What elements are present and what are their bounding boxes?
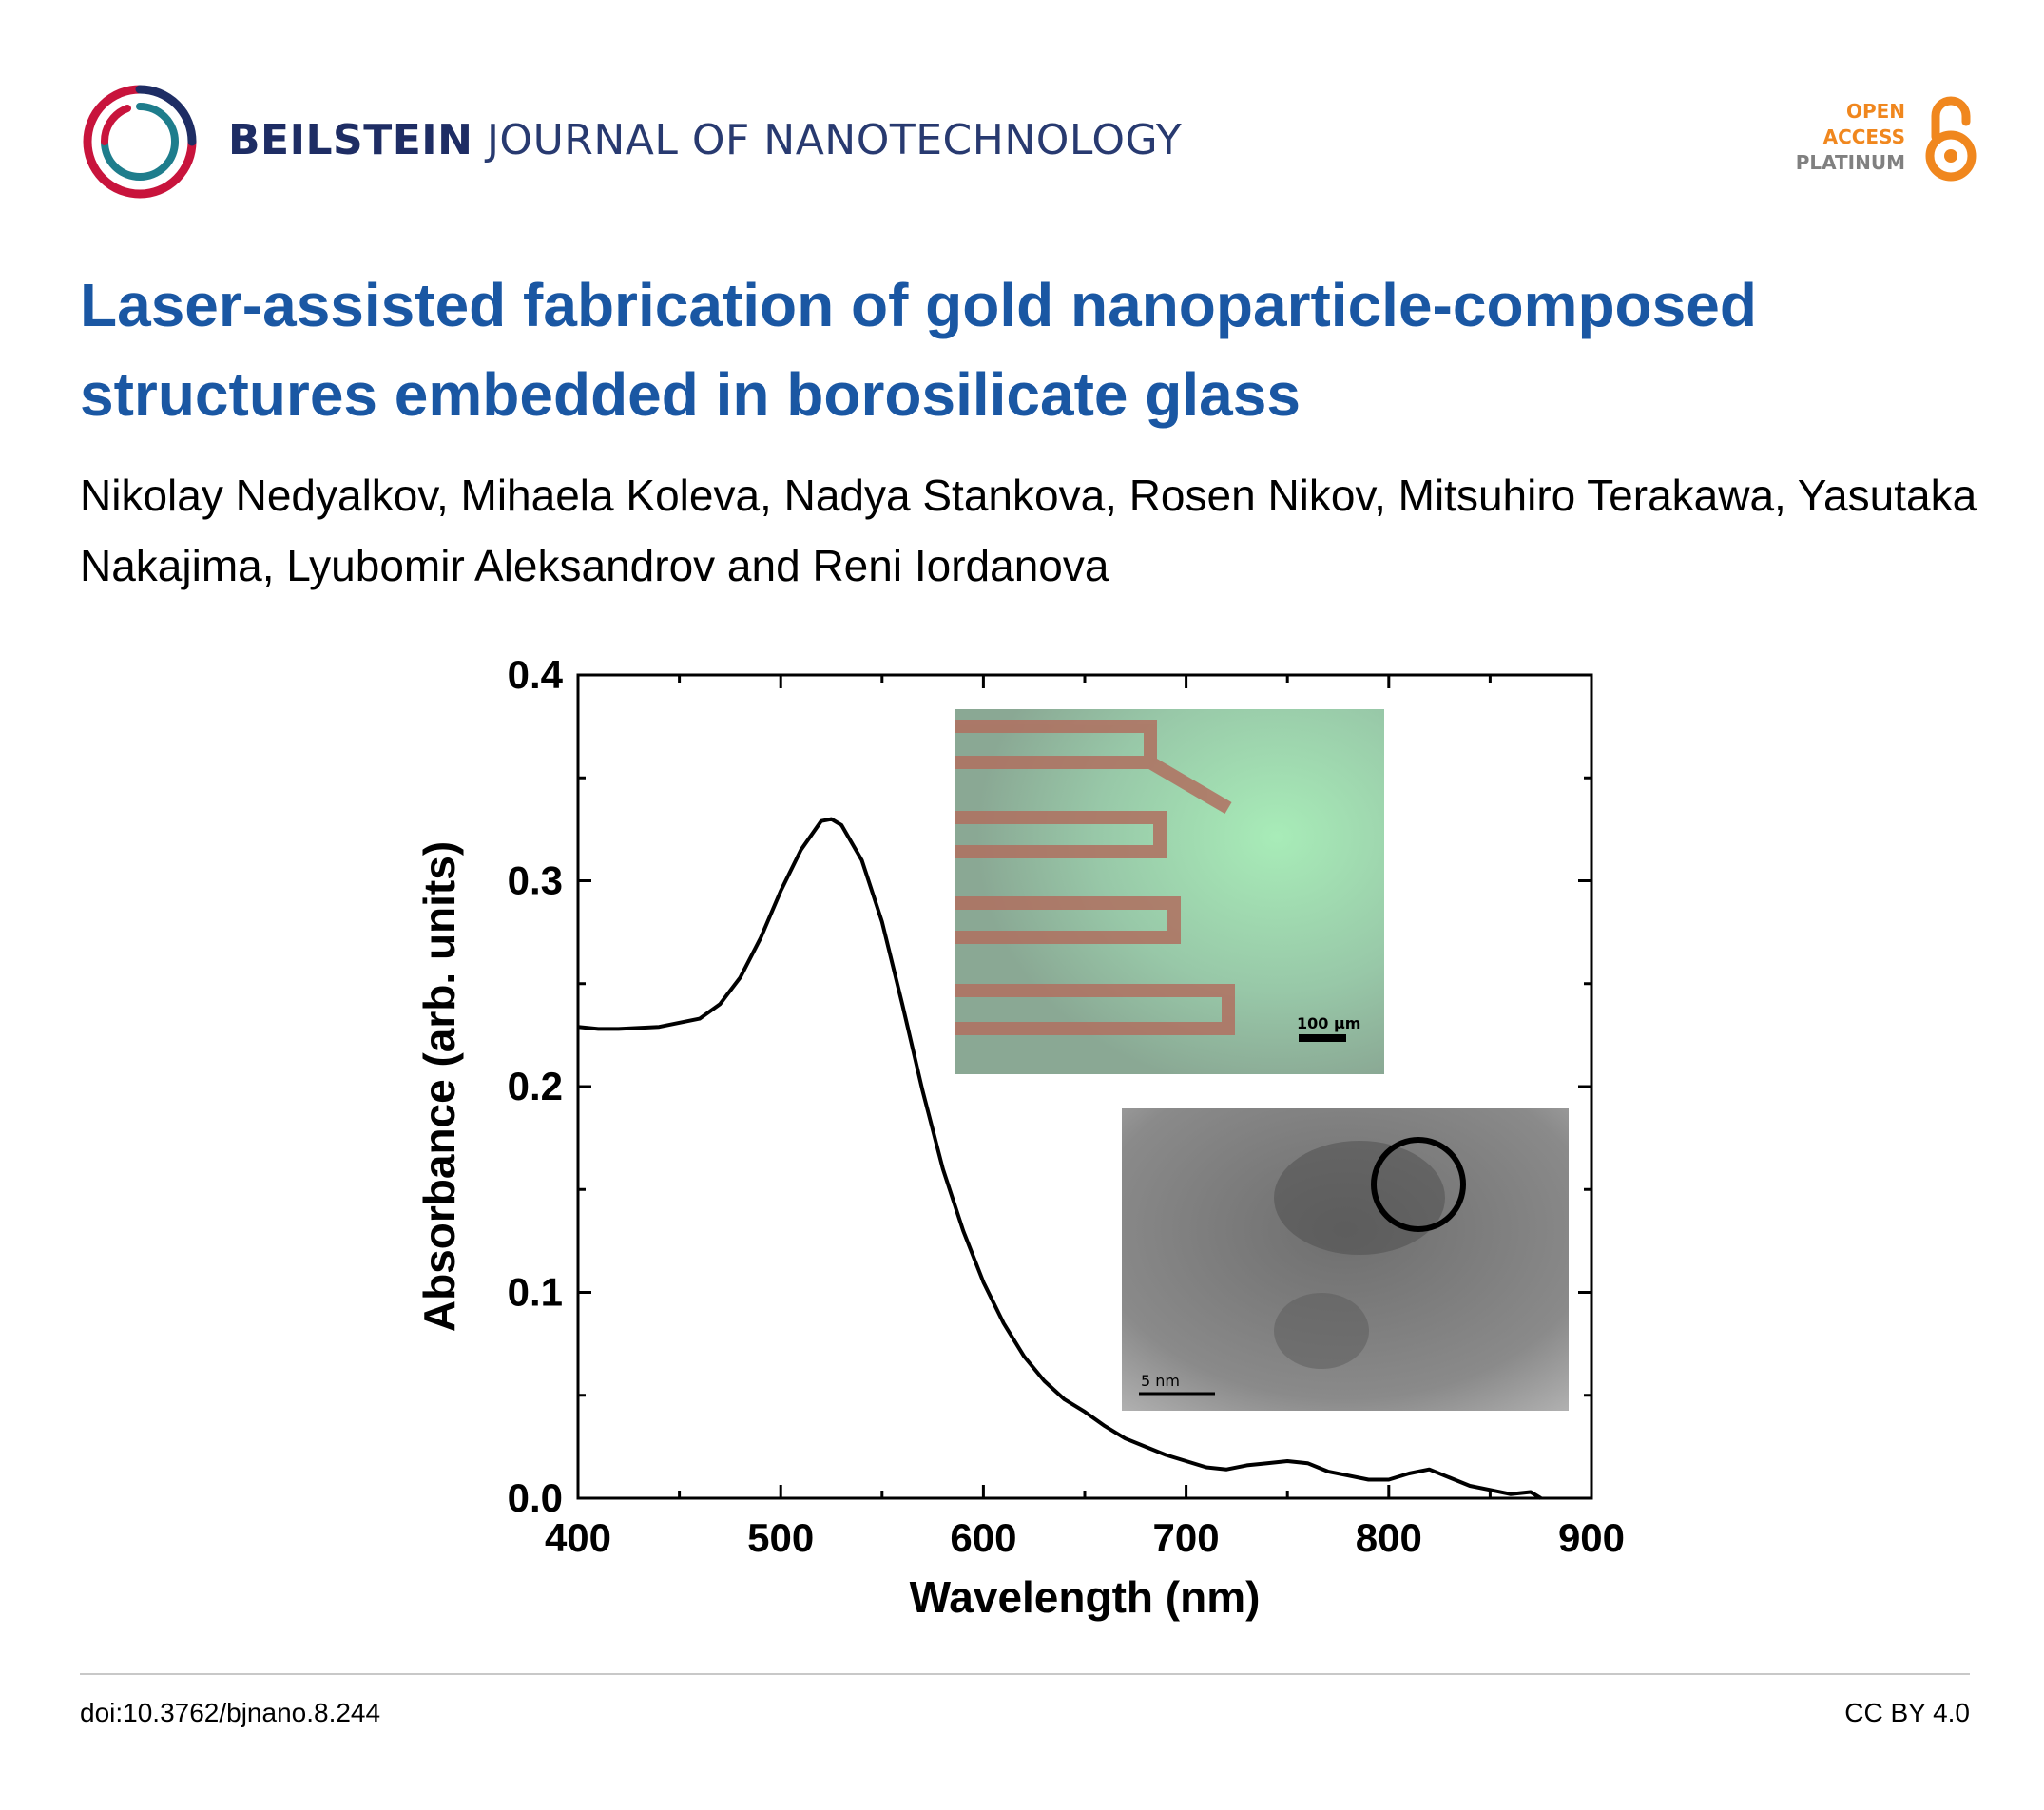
absorbance-chart: 400 500 600 700 800 900 0.0 0.1 0.2 0.3 0.4 Wavelen…	[415, 652, 1625, 1622]
journal-logo	[83, 85, 197, 199]
article-title: Laser-assisted fabrication of gold nanop…	[80, 271, 1757, 429]
journal-name-bold: BEILSTEIN	[228, 116, 473, 164]
y-tick-label-4: 0.4	[508, 652, 564, 697]
journal-name-rest: JOURNAL OF NANOTECHNOLOGY	[472, 116, 1183, 164]
x-tick-label-5: 900	[1558, 1515, 1625, 1560]
optical-scale-label: 100 µm	[1297, 1014, 1360, 1032]
absorbance-series-line-0	[577, 817, 1542, 1500]
y-tick-label-0: 0.0	[508, 1475, 563, 1520]
oa-line1: OPEN	[1845, 100, 1905, 123]
y-tick-label-2: 0.2	[508, 1064, 563, 1108]
x-tick-label-3: 700	[1153, 1515, 1220, 1560]
open-access-badge: OPEN ACCESS PLATINUM	[1787, 95, 1977, 186]
open-lock-icon	[1925, 96, 1977, 182]
oa-line2: ACCESS	[1822, 125, 1905, 148]
doi-link[interactable]: doi:10.3762/bjnano.8.244	[80, 1698, 381, 1727]
footer-divider	[80, 1673, 1970, 1675]
x-tick-label-1: 500	[747, 1515, 814, 1560]
oa-line3: PLATINUM	[1795, 151, 1905, 174]
y-axis-label: Absorbance (arb. units)	[415, 841, 464, 1332]
license-label: CC BY 4.0	[1844, 1698, 1970, 1727]
x-axis-label: Wavelength (nm)	[910, 1572, 1261, 1622]
optical-micrograph-inset: 100 µm	[955, 709, 1384, 1074]
article-authors: Nikolay Nedyalkov, Mihaela Koleva, Nadya…	[80, 471, 1977, 590]
x-tick-label-2: 600	[950, 1515, 1016, 1560]
y-tick-label-3: 0.3	[508, 858, 563, 903]
tem-micrograph-inset: 5 nm	[1122, 1108, 1569, 1411]
x-tick-label-0: 400	[545, 1515, 611, 1560]
x-tick-label-4: 800	[1356, 1515, 1422, 1560]
y-tick-label-1: 0.1	[508, 1270, 563, 1315]
journal-name: BEILSTEIN JOURNAL OF NANOTECHNOLOGY	[228, 112, 1182, 169]
tem-scale-label: 5 nm	[1141, 1372, 1180, 1390]
